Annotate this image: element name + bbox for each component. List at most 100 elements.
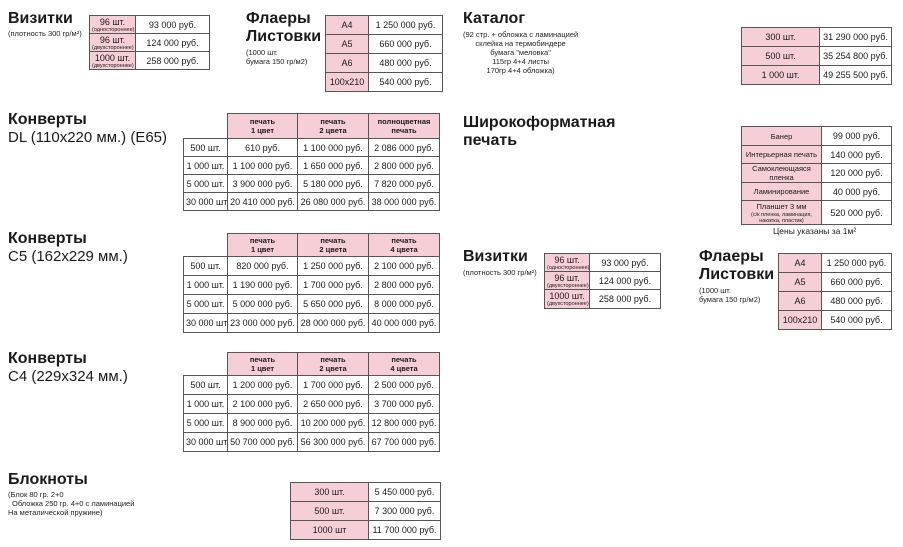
price-cell: 258 000 руб. <box>135 51 210 70</box>
price-cell: 610 руб. <box>227 138 298 157</box>
catalog-table: 300 шт. 31 290 000 руб. 500 шт. 35 254 800… <box>741 27 892 85</box>
wide-format-title-2: печать <box>463 132 518 149</box>
flyers-title-1: Флаеры <box>246 10 311 27</box>
table-row: 30 000 шт. 20 410 000 руб. 26 080 000 руб.… <box>183 192 440 211</box>
price-cell: 38 000 000 руб. <box>368 192 440 211</box>
price-cell: 3 900 000 руб. <box>227 174 298 193</box>
qty-cell: 96 шт. (одностороннее) <box>544 253 590 272</box>
column-header: печать 2 цвета <box>297 233 369 257</box>
qty-cell: 1 000 шт. <box>183 156 228 175</box>
table-row: Банер 99 000 руб. <box>741 126 892 146</box>
price-cell: 35 254 800 руб. <box>819 46 892 66</box>
vizitki-section: Визитки (плотность 300 гр/м²) <box>8 10 82 38</box>
price-cell: 660 000 руб. <box>368 34 443 54</box>
price-cell: 50 700 000 руб. <box>227 432 298 452</box>
price-cell: 40 000 000 руб. <box>368 313 440 333</box>
price-cell: 7 820 000 руб. <box>368 174 440 193</box>
price-cell: 1 700 000 руб. <box>297 375 369 395</box>
table-row: 100x210 540 000 руб. <box>325 72 443 92</box>
price-cell: 480 000 руб. <box>368 53 443 73</box>
corner-cell <box>184 114 228 139</box>
table-row: 96 шт. (двухстороннее) 124 000 руб. <box>89 33 210 52</box>
envelopes-c5-title: Конверты <box>8 230 87 247</box>
qty-cell: 96 шт. (двухстороннее) <box>89 33 136 52</box>
price-cell: 56 300 000 руб. <box>297 432 369 452</box>
table-row: 96 шт. (одностороннее) 93 000 руб. <box>544 253 661 272</box>
table-row: 500 шт. 7 300 000 руб. <box>290 501 441 521</box>
catalog-title: Каталог <box>463 10 525 27</box>
qty-cell: 96 шт. (одностороннее) <box>89 15 136 34</box>
wide-format-footnote: Цены указаны за 1м² <box>773 226 857 236</box>
table-row: 30 000 шт. 50 700 000 руб. 56 300 000 руб.… <box>183 432 440 452</box>
service-cell: Планшет 3 мм (с/к пленка, ламинация, нака… <box>741 200 822 225</box>
column-header: печать 2 цвета <box>297 352 369 376</box>
qty-cell: 500 шт. <box>183 375 228 395</box>
qty-cell: 500 шт. <box>183 138 228 157</box>
price-cell: 1 100 000 руб. <box>227 156 298 175</box>
envelopes-c4-table: печать 1 цвет печать 2 цвета печать 4 цвета… <box>183 352 440 452</box>
notebooks-title: Блокноты <box>8 471 88 488</box>
price-cell: 540 000 руб. <box>368 72 443 92</box>
format-cell: А6 <box>325 53 369 73</box>
price-cell: 2 500 000 руб. <box>368 375 440 395</box>
format-cell: А5 <box>778 272 822 292</box>
price-cell: 20 410 000 руб. <box>227 192 298 211</box>
flyers2-note-1: (1000 шт. <box>699 286 731 295</box>
table-row: Самоклеющаяся пленка 120 000 руб. <box>741 163 892 183</box>
table-row: 1 000 шт. 2 100 000 руб. 2 650 000 руб. 3 7… <box>183 394 440 414</box>
price-cell: 5 180 000 руб. <box>297 174 369 193</box>
price-cell: 67 700 000 руб. <box>368 432 440 452</box>
qty-cell: 300 шт. <box>741 27 820 47</box>
price-cell: 3 700 000 руб. <box>368 394 440 414</box>
price-cell: 2 800 000 руб. <box>368 275 440 295</box>
qty-cell: 5 000 шт. <box>183 174 228 193</box>
price-cell: 5 450 000 руб. <box>368 482 441 502</box>
price-cell: 2 650 000 руб. <box>297 394 369 414</box>
envelopes-c5-subtitle: C5 (162x229 мм.) <box>8 248 128 265</box>
qty-cell: 5 000 шт. <box>183 413 228 433</box>
vizitki2-section: Визитки (плотность 300 гр/м²) <box>463 248 537 277</box>
table-row: А5 660 000 руб. <box>778 272 892 292</box>
table-row: 1000 шт. (двухстороннее) 258 000 руб. <box>89 51 210 70</box>
table-row: 5 000 шт. 3 900 000 руб. 5 180 000 руб. 7 8… <box>183 174 440 193</box>
price-cell: 8 900 000 руб. <box>227 413 298 433</box>
price-cell: 12 800 000 руб. <box>368 413 440 433</box>
price-cell: 1 190 000 руб. <box>227 275 298 295</box>
qty-cell: 300 шт. <box>290 482 369 502</box>
price-cell: 5 650 000 руб. <box>297 294 369 314</box>
flyers-title-2: Листовки <box>246 28 322 45</box>
table-row: 5 000 шт. 8 900 000 руб. 10 200 000 руб. 12… <box>183 413 440 433</box>
table-row: Планшет 3 мм (с/к пленка, ламинация, нака… <box>741 200 892 225</box>
price-cell: 124 000 руб. <box>589 271 661 290</box>
qty-cell: 1 000 шт. <box>183 275 228 295</box>
table-row: А6 480 000 руб. <box>325 53 443 73</box>
table-row: А4 1 250 000 руб. <box>325 15 443 35</box>
service-cell: Самоклеющаяся пленка <box>741 163 822 183</box>
vizitki-table: 96 шт. (одностороннее) 93 000 руб. 96 шт.… <box>89 15 210 70</box>
format-cell: А4 <box>778 253 822 273</box>
wide-format-table: Банер 99 000 руб. Интерьерная печать 140 0… <box>741 126 892 225</box>
price-cell: 258 000 руб. <box>589 289 661 309</box>
price-cell: 140 000 руб. <box>821 145 892 164</box>
envelopes-c4-section: Конверты C4 (229x324 мм.) <box>8 350 128 386</box>
service-cell: Интерьерная печать <box>741 145 822 164</box>
table-row: 500 шт. 1 200 000 руб. 1 700 000 руб. 2 500… <box>183 375 440 395</box>
column-header: печать 1 цвет <box>227 352 298 376</box>
table-row: 500 шт. 35 254 800 руб. <box>741 46 892 66</box>
price-cell: 93 000 руб. <box>589 253 661 272</box>
qty-cell: 1 000 шт. <box>183 394 228 414</box>
table-row: 500 шт. 820 000 руб. 1 250 000 руб. 2 100 0… <box>183 256 440 276</box>
price-cell: 2 800 000 руб. <box>368 156 440 175</box>
envelopes-c5-section: Конверты C5 (162x229 мм.) <box>8 230 128 266</box>
notebooks-table: 300 шт. 5 450 000 руб. 500 шт. 7 300 000 р… <box>290 482 441 540</box>
catalog-note: (92 стр. + обложка с ламинацией склейка … <box>463 30 579 75</box>
format-cell: А4 <box>325 15 369 35</box>
qty-cell: 30 000 шт. <box>183 192 228 211</box>
flyers2-section: Флаеры Листовки (1000 шт. бумага 150 гр/… <box>699 248 774 304</box>
qty-cell: 1 000 шт. <box>741 65 820 85</box>
vizitki-note: (плотность 300 гр/м²) <box>8 29 82 38</box>
format-cell: А5 <box>325 34 369 54</box>
table-row: 300 шт. 5 450 000 руб. <box>290 482 441 502</box>
qty-cell: 96 шт. (двухстороннее) <box>544 271 590 290</box>
table-row: 1000 шт 11 700 000 руб. <box>290 520 441 540</box>
